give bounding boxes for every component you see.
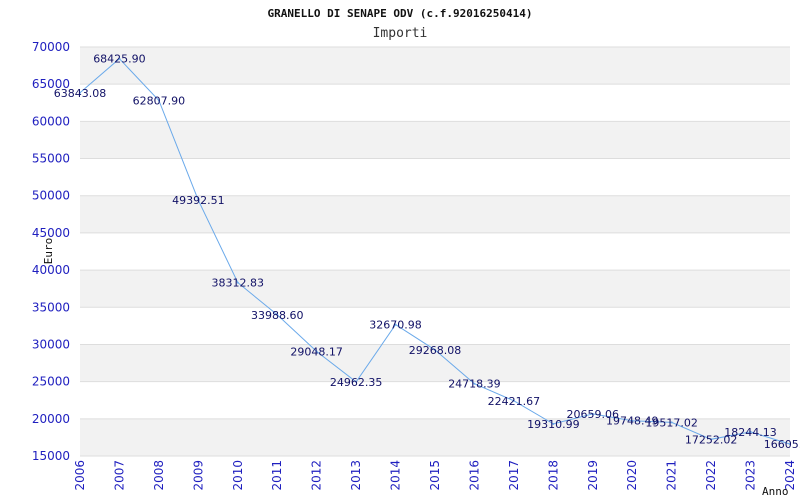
data-point bbox=[631, 419, 634, 422]
data-point bbox=[236, 281, 239, 284]
x-tick-label: 2023 bbox=[744, 460, 758, 491]
data-point bbox=[118, 57, 121, 60]
y-tick-label: 40000 bbox=[32, 263, 70, 277]
y-axis-ticks: 15000 20000 25000 30000 35000 40000 45000 50000… bbox=[32, 40, 70, 463]
x-tick-label: 2020 bbox=[625, 460, 639, 491]
x-tick-label: 2010 bbox=[231, 460, 245, 491]
grid-band bbox=[80, 47, 790, 85]
data-label: 29268.08 bbox=[409, 344, 462, 357]
data-label: 29048.17 bbox=[290, 346, 343, 359]
data-label: 22421.67 bbox=[488, 395, 541, 408]
grid-band bbox=[80, 418, 790, 456]
x-tick-label: 2019 bbox=[586, 460, 600, 491]
data-label: 24718.39 bbox=[448, 378, 501, 391]
x-tick-label: 2007 bbox=[112, 460, 126, 491]
data-point bbox=[512, 399, 515, 402]
x-tick-label: 2011 bbox=[270, 460, 284, 491]
x-tick-label: 2016 bbox=[467, 460, 481, 491]
chart-title: GRANELLO DI SENAPE ODV (c.f.92016250414) bbox=[268, 7, 533, 20]
series-line bbox=[79, 58, 791, 445]
grid-band bbox=[80, 195, 790, 233]
data-point bbox=[197, 199, 200, 202]
chart-subtitle: Importi bbox=[373, 26, 428, 41]
y-tick-label: 55000 bbox=[32, 152, 70, 166]
data-point bbox=[276, 313, 279, 316]
x-axis-ticks: 2006 2007 2008 2009 2010 2011 2012 2013 2014 2015… bbox=[73, 460, 797, 491]
data-point bbox=[749, 430, 752, 433]
data-label: 19748.49 bbox=[606, 415, 659, 428]
x-tick-label: 2017 bbox=[507, 460, 521, 491]
data-label: 63843.08 bbox=[54, 87, 107, 100]
data-point bbox=[157, 99, 160, 102]
y-tick-label: 15000 bbox=[32, 449, 70, 463]
data-label: 19517.02 bbox=[645, 416, 698, 429]
data-labels: 63843.08 68425.90 62807.90 49392.51 38312.83… bbox=[54, 53, 800, 451]
x-tick-label: 2009 bbox=[191, 460, 205, 491]
x-tick-label: 2014 bbox=[389, 460, 403, 491]
y-tick-label: 25000 bbox=[32, 375, 70, 389]
data-label: 19310.99 bbox=[527, 418, 580, 431]
y-tick-label: 30000 bbox=[32, 337, 70, 351]
y-tick-label: 20000 bbox=[32, 412, 70, 426]
gridlines bbox=[80, 46, 790, 457]
data-label: 68425.90 bbox=[93, 53, 146, 66]
data-label: 33988.60 bbox=[251, 309, 304, 322]
x-tick-label: 2008 bbox=[152, 460, 166, 491]
grid-band bbox=[80, 270, 790, 308]
grid-bands bbox=[80, 47, 790, 456]
y-tick-label: 50000 bbox=[32, 189, 70, 203]
data-label: 62807.90 bbox=[133, 94, 186, 107]
data-label: 17252.02 bbox=[685, 433, 738, 446]
x-tick-label: 2021 bbox=[665, 460, 679, 491]
data-point bbox=[355, 380, 358, 383]
x-tick-label: 2024 bbox=[783, 460, 797, 491]
y-tick-label: 45000 bbox=[32, 226, 70, 240]
data-label: 18244.13 bbox=[724, 426, 777, 439]
y-tick-label: 60000 bbox=[32, 114, 70, 128]
data-label: 49392.51 bbox=[172, 194, 225, 207]
x-axis-label: Anno bbox=[762, 485, 789, 498]
y-tick-label: 70000 bbox=[32, 40, 70, 54]
grid-band bbox=[80, 121, 790, 159]
data-label: 20659.06 bbox=[567, 408, 620, 421]
data-label: 32670.98 bbox=[369, 319, 422, 332]
x-tick-label: 2022 bbox=[704, 460, 718, 491]
y-axis-label: Euro bbox=[42, 238, 55, 265]
data-point bbox=[315, 350, 318, 353]
data-point bbox=[394, 323, 397, 326]
x-tick-label: 2013 bbox=[349, 460, 363, 491]
x-tick-label: 2015 bbox=[428, 460, 442, 491]
data-point bbox=[710, 438, 713, 441]
data-point bbox=[552, 422, 555, 425]
data-point bbox=[473, 382, 476, 385]
data-label: 16605.00 bbox=[764, 438, 800, 451]
data-points bbox=[79, 57, 791, 446]
data-label: 24962.35 bbox=[330, 376, 383, 389]
y-tick-label: 35000 bbox=[32, 300, 70, 314]
data-label: 38312.83 bbox=[212, 277, 265, 290]
data-point bbox=[591, 412, 594, 415]
data-point bbox=[79, 91, 81, 94]
x-tick-label: 2012 bbox=[310, 460, 324, 491]
x-tick-label: 2006 bbox=[73, 460, 87, 491]
y-tick-label: 65000 bbox=[32, 77, 70, 91]
data-point bbox=[434, 348, 436, 351]
data-point bbox=[789, 443, 791, 446]
x-tick-label: 2018 bbox=[546, 460, 560, 491]
data-point bbox=[670, 421, 673, 424]
